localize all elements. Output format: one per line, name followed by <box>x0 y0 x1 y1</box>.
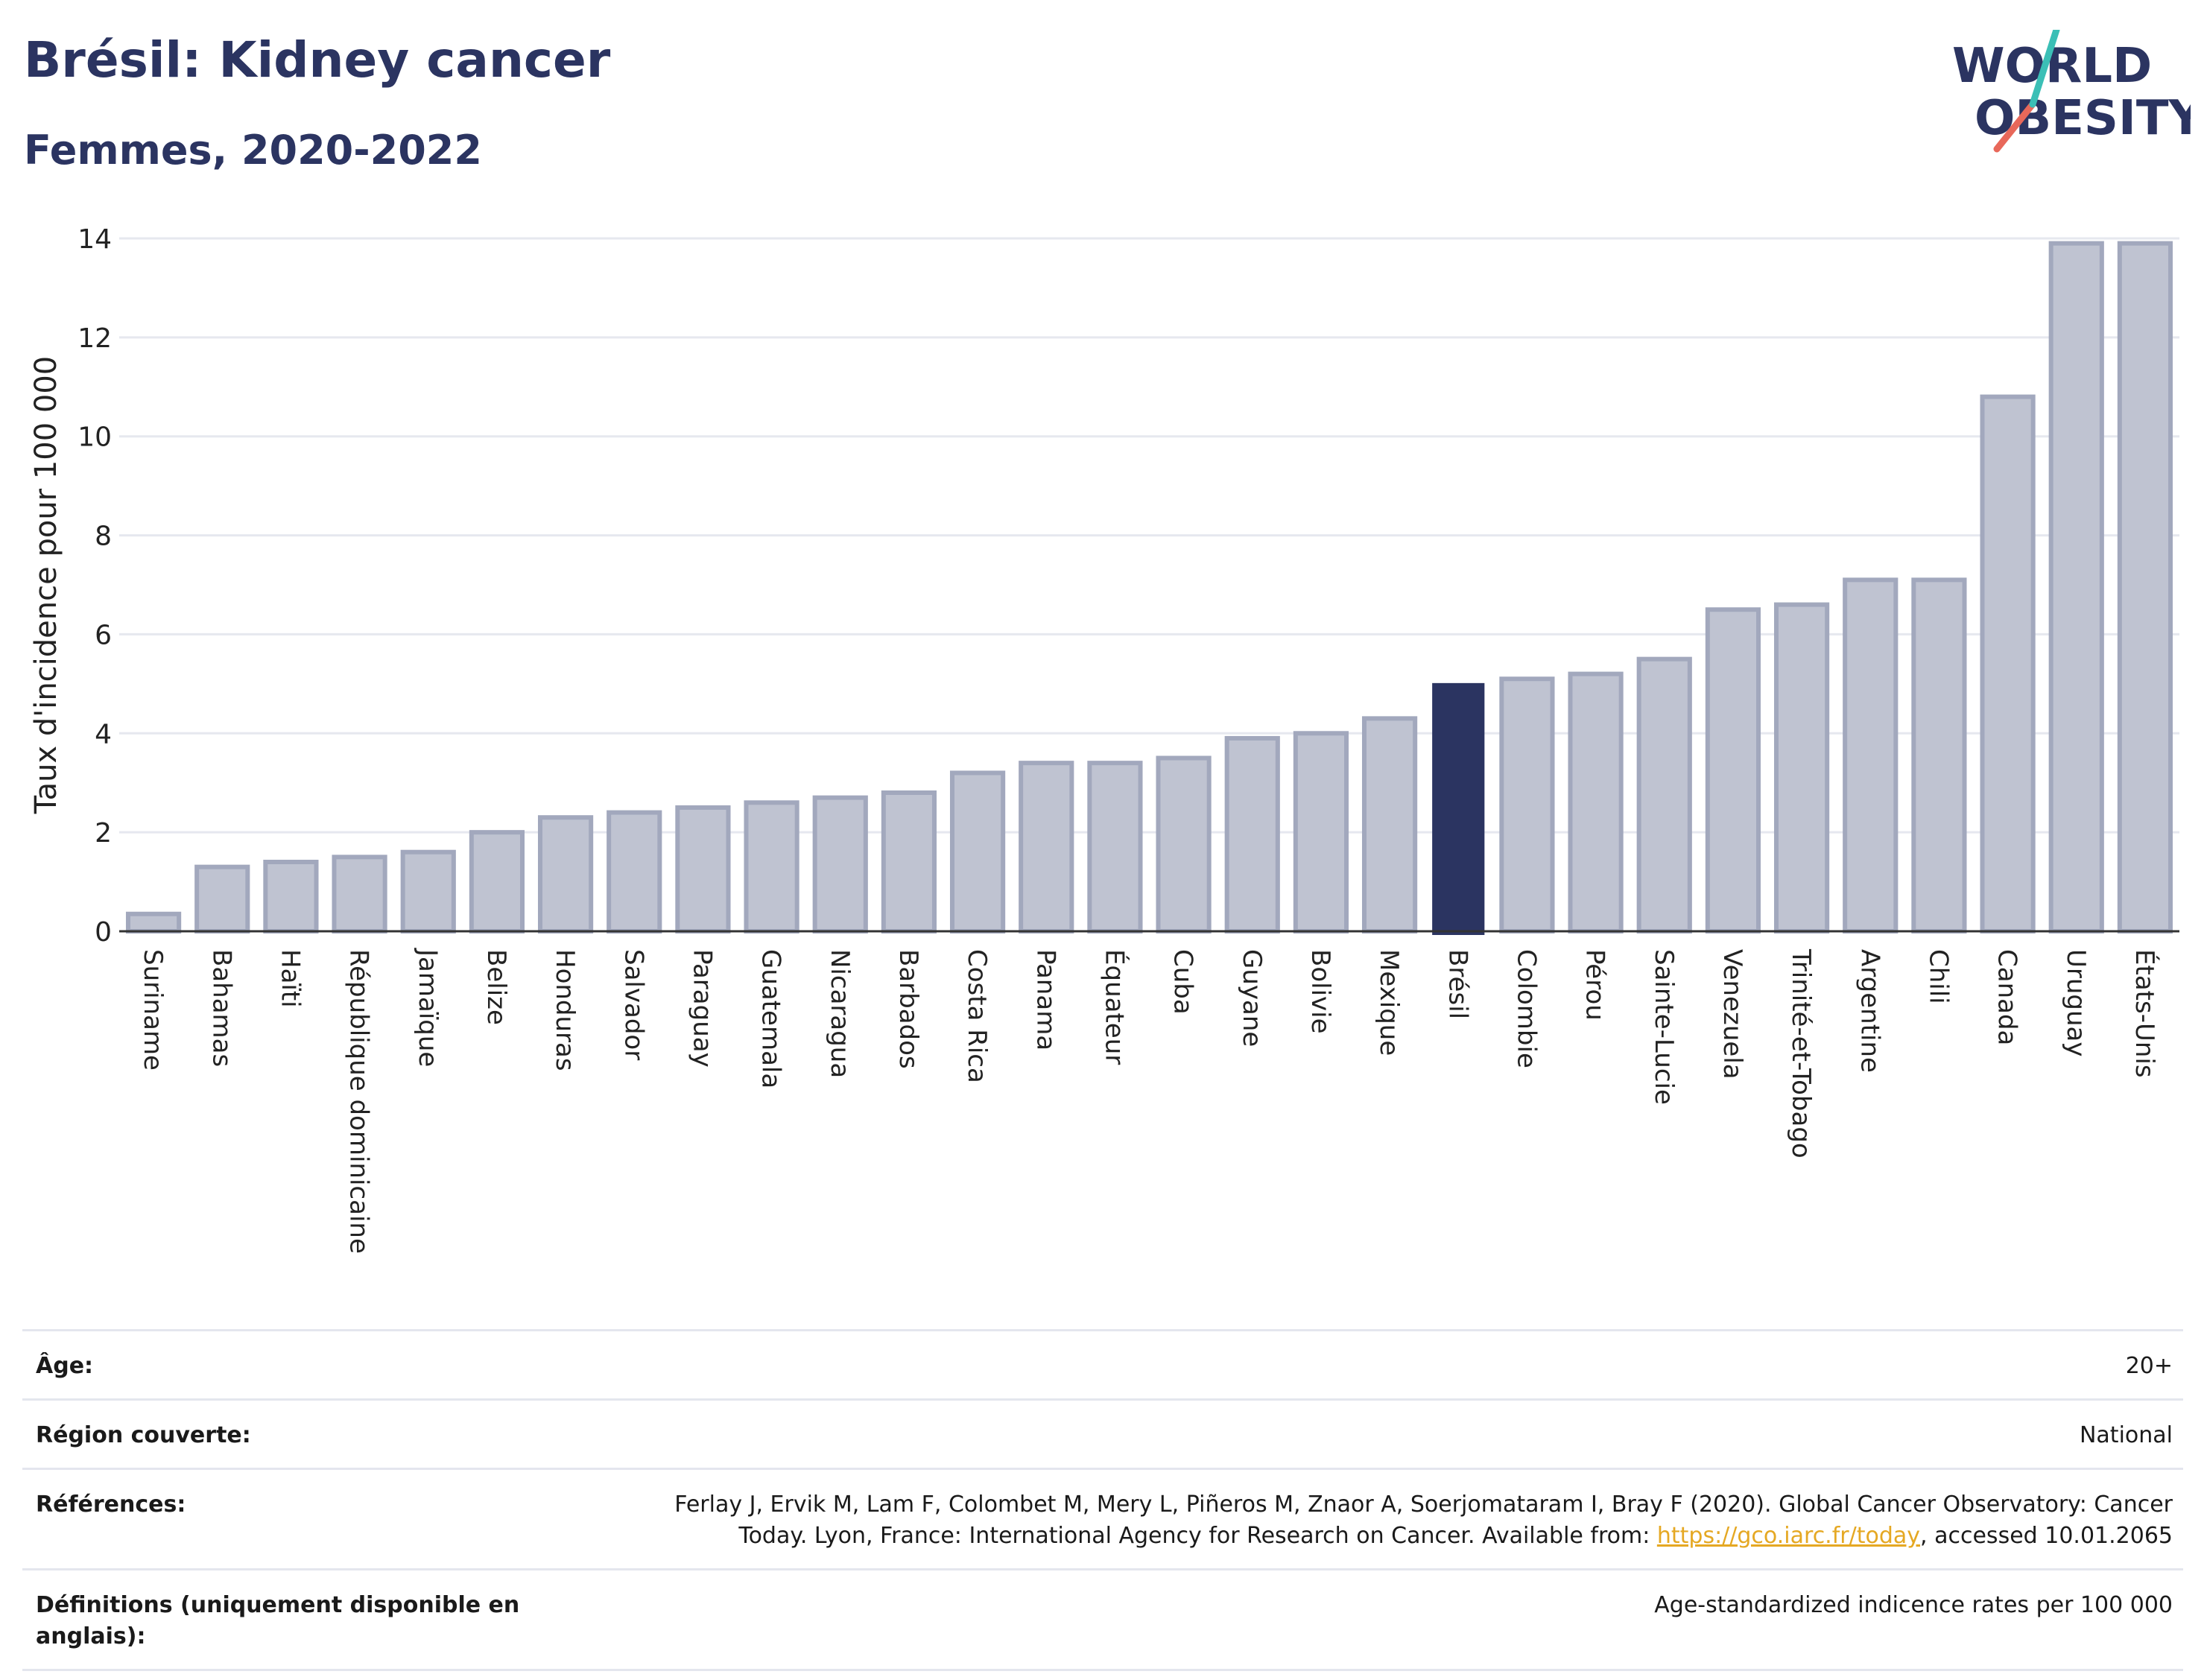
x-tick-label: Bahamas <box>206 949 236 1067</box>
x-tick-label: Jamaïque <box>413 948 443 1067</box>
age-value: 20+ <box>2125 1353 2173 1379</box>
y-tick-label: 4 <box>95 719 112 749</box>
x-tick-label: Chili <box>1923 949 1953 1004</box>
bar <box>1019 761 1074 933</box>
y-tick-label: 10 <box>77 422 112 453</box>
bar <box>1705 607 1761 933</box>
x-tick-label: États-Unis <box>2129 949 2160 1078</box>
definitions-label: Définitions (uniquement disponible en an… <box>36 1592 520 1649</box>
x-tick-label: Haïti <box>275 949 305 1008</box>
x-tick-label: République dominicaine <box>344 949 374 1254</box>
x-tick-label: Nicaragua <box>825 949 855 1078</box>
x-tick-label: Argentine <box>1855 949 1884 1073</box>
bar <box>949 770 1006 934</box>
x-tick-label: Équateur <box>1099 949 1130 1065</box>
x-tick-label: Colombie <box>1511 949 1541 1068</box>
references-text-2: Today. Lyon, France: International Agenc… <box>738 1523 1650 1549</box>
definitions-value: Age-standardized indicence rates per 100… <box>1654 1592 2173 1618</box>
bar <box>1361 716 1418 933</box>
info-table: Âge: 20+ Région couverte: National Référ… <box>22 1329 2183 1671</box>
x-tick-label: Guatemala <box>756 949 786 1088</box>
x-tick-label: Mexique <box>1374 949 1404 1056</box>
bar <box>1432 682 1485 935</box>
bar <box>1568 671 1624 933</box>
x-tick-label: Venezuela <box>1717 949 1747 1080</box>
bar <box>469 830 525 933</box>
bar <box>400 849 456 933</box>
y-tick-label: 14 <box>77 224 112 255</box>
y-tick-label: 0 <box>95 917 112 948</box>
references-value: Ferlay J, Ervik M, Lam F, Colombet M, Me… <box>674 1489 2173 1552</box>
x-tick-label: Pérou <box>1580 949 1610 1021</box>
y-tick-label: 8 <box>95 522 112 552</box>
x-tick-label: Honduras <box>550 949 580 1071</box>
x-tick-label: Sainte-Lucie <box>1649 949 1679 1105</box>
bar <box>744 800 799 934</box>
bar <box>1773 602 1830 933</box>
x-tick-label: Belize <box>481 949 511 1025</box>
region-value: National <box>2079 1422 2173 1448</box>
bar <box>607 810 662 933</box>
x-tick-label: Barbados <box>893 949 923 1069</box>
row-definitions: Définitions (uniquement disponible en an… <box>22 1568 2183 1671</box>
x-tick-label: Trinité-et-Tobago <box>1786 948 1816 1158</box>
x-tick-label: Bolivie <box>1305 949 1335 1034</box>
x-tick-label: Uruguay <box>2061 949 2091 1057</box>
page-subtitle: Femmes, 2020-2022 <box>24 127 482 174</box>
bar <box>537 815 594 933</box>
bar <box>1499 676 1555 933</box>
bar <box>1636 656 1692 934</box>
bar <box>675 805 731 934</box>
bar <box>1293 731 1349 933</box>
y-axis-label: Taux d'incidence pour 100 000 <box>29 356 63 814</box>
bar-chart: 0 2 4 6 8 10 12 14 Taux d'incidence pour 100 000… <box>29 224 2179 1254</box>
row-region: Région couverte: National <box>22 1398 2183 1468</box>
bar <box>263 860 319 933</box>
x-tick-label: Brésil <box>1443 949 1472 1019</box>
world-obesity-logo: WORLD OBESITY <box>1952 30 2191 153</box>
bar <box>194 864 250 933</box>
bar <box>2048 241 2104 933</box>
bar <box>812 795 868 933</box>
references-text-1: Ferlay J, Ervik M, Lam F, Colombet M, Me… <box>674 1492 2173 1518</box>
y-tick-label: 2 <box>95 818 112 849</box>
row-age: Âge: 20+ <box>22 1329 2183 1398</box>
row-references: Références: Ferlay J, Ervik M, Lam F, Co… <box>22 1468 2183 1568</box>
x-tick-label: Suriname <box>138 949 168 1071</box>
bar <box>1156 755 1212 933</box>
bar <box>1843 577 1899 933</box>
x-tick-label: Panama <box>1030 949 1060 1050</box>
x-tick-label: Cuba <box>1168 949 1198 1015</box>
y-tick-label: 6 <box>95 620 112 650</box>
age-label: Âge: <box>36 1353 94 1379</box>
region-label: Région couverte: <box>36 1422 251 1448</box>
x-tick-label: Canada <box>1992 949 2022 1045</box>
bar <box>881 790 937 933</box>
bar <box>1224 735 1280 934</box>
y-tick-label: 12 <box>77 323 112 354</box>
x-tick-label: Salvador <box>618 949 648 1060</box>
references-text-3: , accessed 10.01.2065 <box>1920 1523 2173 1549</box>
references-label: Références: <box>36 1492 186 1518</box>
bar <box>332 855 387 934</box>
references-link[interactable]: https://gco.iarc.fr/today <box>1656 1523 1921 1549</box>
bar <box>1980 394 2036 933</box>
bar <box>1087 761 1143 933</box>
x-tick-label: Paraguay <box>687 949 717 1068</box>
x-tick-label: Guyane <box>1237 949 1267 1047</box>
page-title: Brésil: Kidney cancer <box>24 31 611 89</box>
bar <box>1911 577 1967 933</box>
x-tick-label: Costa Rica <box>962 949 992 1083</box>
bar <box>125 911 182 933</box>
bar <box>2117 241 2173 933</box>
